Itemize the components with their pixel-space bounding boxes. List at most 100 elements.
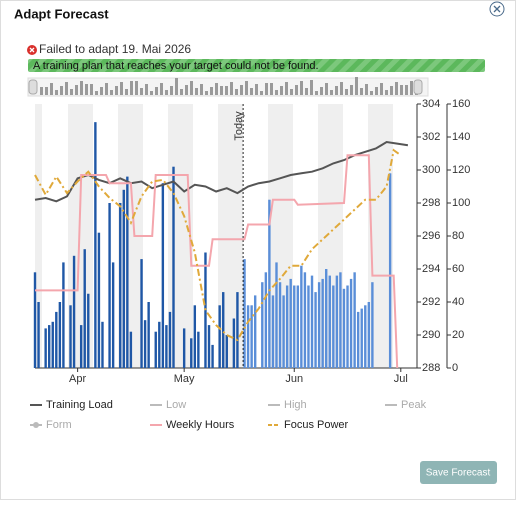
bar bbox=[282, 295, 285, 368]
dialog-title: Adapt Forecast bbox=[14, 6, 109, 21]
bar bbox=[346, 285, 349, 368]
week-band bbox=[168, 104, 193, 368]
legend-label[interactable]: Focus Power bbox=[284, 419, 349, 431]
x-tick-label: Jun bbox=[285, 373, 303, 385]
bar bbox=[79, 325, 83, 368]
bar bbox=[119, 203, 122, 368]
bar bbox=[364, 305, 367, 368]
navigator-bar bbox=[275, 90, 278, 95]
bar bbox=[225, 335, 228, 368]
bar bbox=[101, 321, 104, 368]
legend-label[interactable]: Weekly Hours bbox=[166, 419, 235, 431]
y-tick-label: 300 bbox=[422, 164, 440, 176]
navigator-bar bbox=[95, 91, 98, 95]
bar bbox=[360, 308, 363, 368]
legend-label[interactable]: High bbox=[284, 399, 307, 411]
bar bbox=[388, 173, 392, 368]
bar bbox=[62, 262, 65, 368]
navigator-bar bbox=[80, 81, 83, 95]
week-band bbox=[35, 104, 42, 368]
bar bbox=[161, 183, 165, 368]
navigator-bar bbox=[250, 88, 253, 95]
y2-tick-label: 140 bbox=[452, 131, 470, 143]
bar bbox=[310, 275, 314, 368]
bar bbox=[111, 262, 115, 368]
today-label: Today bbox=[233, 111, 245, 141]
bar bbox=[51, 321, 54, 368]
close-button[interactable] bbox=[489, 1, 505, 17]
navigator-bar bbox=[375, 87, 378, 95]
bar bbox=[172, 166, 175, 368]
range-navigator[interactable] bbox=[27, 77, 429, 97]
bar bbox=[140, 259, 143, 368]
navigator-bar bbox=[105, 83, 108, 95]
navigator-bar bbox=[350, 85, 353, 95]
legend-label[interactable]: Peak bbox=[401, 399, 427, 411]
bar bbox=[275, 262, 278, 368]
series-line bbox=[35, 154, 399, 369]
legend-label[interactable]: Low bbox=[166, 399, 186, 411]
navigator-bar bbox=[200, 84, 203, 95]
bar bbox=[253, 295, 257, 368]
bar bbox=[317, 282, 321, 368]
navigator-bar bbox=[225, 86, 228, 95]
navigator-bar bbox=[320, 87, 323, 95]
bar bbox=[335, 275, 339, 368]
message-text: A training plan that reaches your target… bbox=[33, 60, 319, 72]
bar bbox=[289, 278, 292, 368]
bar bbox=[44, 328, 47, 368]
navigator-bar bbox=[145, 84, 148, 95]
bar bbox=[222, 292, 225, 368]
y-tick-label: 302 bbox=[422, 131, 440, 143]
bar bbox=[197, 331, 200, 368]
navigator-handle[interactable] bbox=[28, 79, 38, 95]
y2-tick-label: 20 bbox=[452, 329, 464, 341]
bar bbox=[261, 282, 264, 368]
navigator-bar bbox=[355, 77, 358, 95]
bar bbox=[218, 305, 221, 368]
y-tick-label: 298 bbox=[422, 197, 440, 209]
navigator-bar bbox=[220, 86, 223, 95]
bar bbox=[48, 325, 51, 368]
bar bbox=[69, 305, 72, 368]
plot: 288 290 292 294 296 298 300 302 304 0 20 40 60 80 100 1… bbox=[33, 98, 470, 385]
navigator-bar bbox=[40, 87, 43, 95]
legend-label[interactable]: Training Load bbox=[46, 399, 113, 411]
navigator-bar bbox=[140, 88, 143, 95]
x-tick-label: Apr bbox=[69, 373, 86, 385]
navigator-bar bbox=[125, 89, 128, 95]
navigator-bar bbox=[85, 84, 88, 95]
save-button-label[interactable]: Save Forecast bbox=[426, 468, 491, 479]
bar bbox=[94, 122, 97, 369]
bar bbox=[83, 249, 86, 368]
y2-tick-label: 160 bbox=[452, 98, 470, 110]
bar bbox=[293, 285, 296, 368]
navigator-bar bbox=[190, 81, 193, 95]
navigator-bar bbox=[110, 90, 113, 95]
bar bbox=[72, 255, 76, 368]
bar bbox=[321, 278, 324, 368]
y2-tick-label: 60 bbox=[452, 263, 464, 275]
save-button[interactable] bbox=[420, 461, 497, 484]
bar bbox=[307, 285, 310, 368]
navigator-bar bbox=[135, 81, 138, 95]
bar bbox=[264, 272, 268, 368]
navigator-bar bbox=[385, 90, 388, 95]
bar bbox=[58, 302, 62, 368]
bar bbox=[182, 328, 186, 368]
bar bbox=[342, 288, 346, 368]
bar bbox=[328, 275, 331, 368]
navigator-bar bbox=[130, 81, 133, 95]
bar bbox=[97, 232, 101, 368]
navigator-bar bbox=[155, 87, 158, 95]
navigator-bar bbox=[330, 90, 333, 95]
navigator-handle[interactable] bbox=[413, 79, 423, 95]
y2-tick-label: 0 bbox=[452, 362, 458, 374]
bar bbox=[339, 272, 342, 368]
bar bbox=[122, 189, 125, 368]
navigator-bar bbox=[120, 82, 123, 95]
navigator-bar bbox=[380, 83, 383, 95]
bar bbox=[211, 344, 214, 368]
legend-label[interactable]: Form bbox=[46, 419, 72, 431]
y-tick-label: 288 bbox=[422, 362, 440, 374]
